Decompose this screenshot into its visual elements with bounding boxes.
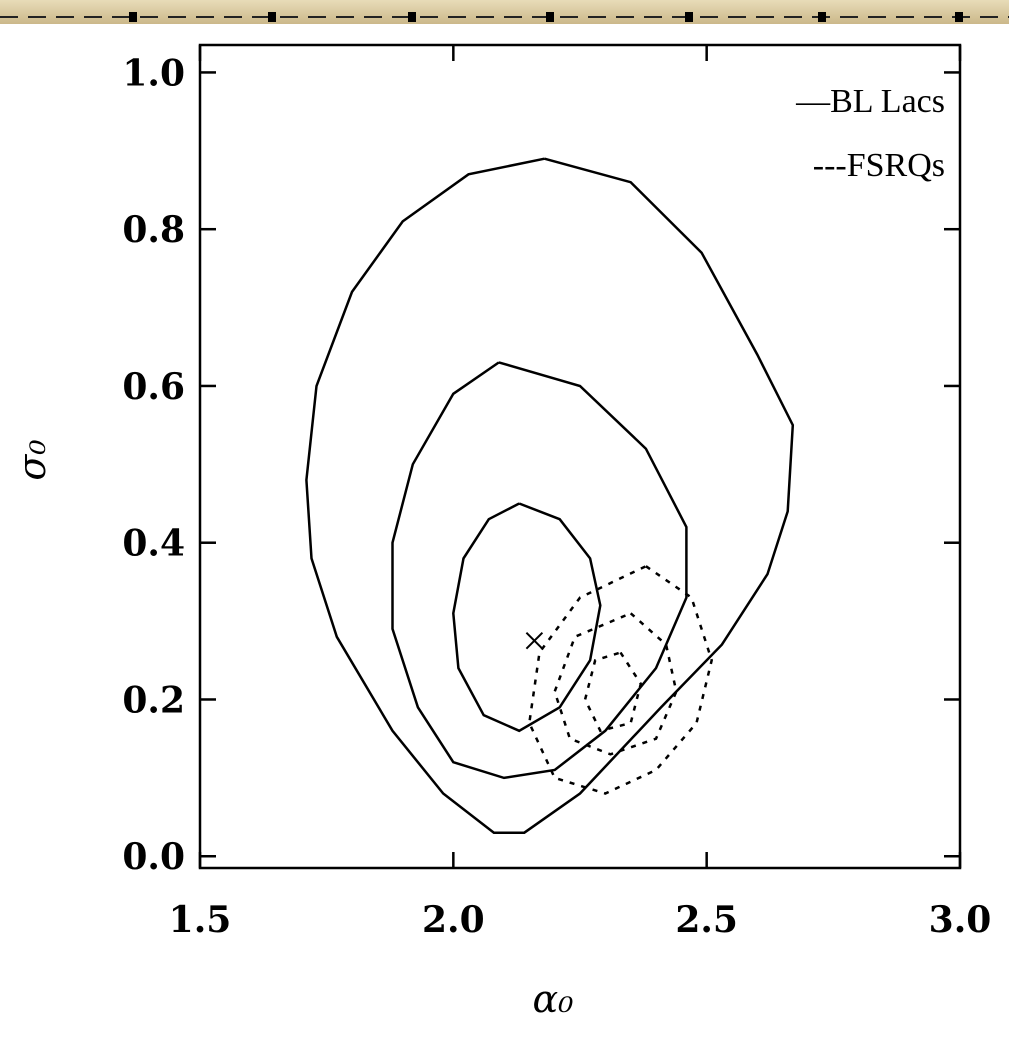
y-axis-label: σ₀ xyxy=(10,439,54,480)
header-squares xyxy=(129,12,963,22)
x-tick-label: 2.5 xyxy=(675,899,738,941)
plot-frame xyxy=(198,43,962,870)
legend-entry: —BL Lacs xyxy=(795,83,945,120)
y-tick-label: 1.0 xyxy=(122,52,185,94)
y-tick-label: 0.4 xyxy=(122,523,185,565)
x-axis-label: α₀ xyxy=(533,977,574,1021)
x-tick-label: 3.0 xyxy=(929,899,992,941)
legend-entry: ---FSRQs xyxy=(813,147,945,184)
contour-line xyxy=(528,565,713,795)
y-tick-label: 0.0 xyxy=(122,836,185,878)
x-tick-label: 2.0 xyxy=(422,899,485,941)
contour-line xyxy=(305,157,795,834)
y-tick-label: 0.2 xyxy=(122,679,185,721)
y-tick-label: 0.6 xyxy=(122,366,185,408)
header-strip xyxy=(0,0,1009,24)
contour-line xyxy=(553,612,678,756)
y-tick-label: 0.8 xyxy=(122,209,185,251)
contour-line xyxy=(583,651,643,733)
best-fit-marker xyxy=(525,631,544,650)
x-tick-label: 1.5 xyxy=(169,899,232,941)
contour-line xyxy=(391,361,688,780)
contour-line xyxy=(452,502,602,733)
